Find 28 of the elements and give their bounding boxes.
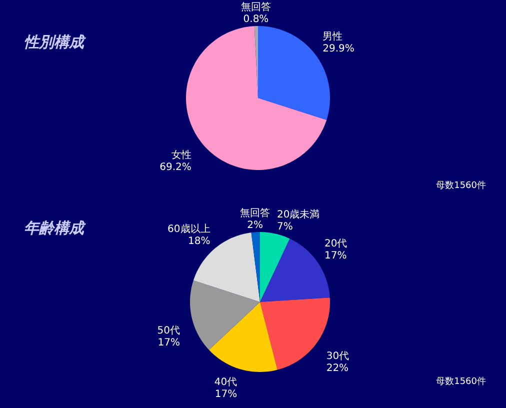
slice-label: 50代 bbox=[157, 325, 180, 336]
data-label: 7% bbox=[277, 222, 293, 233]
slice-label: 20代 bbox=[324, 238, 348, 250]
data-label: 18% bbox=[188, 236, 210, 248]
text: 母数1560件 bbox=[436, 180, 486, 191]
slice-label: 40代 bbox=[214, 377, 238, 388]
slice-label: 無回答 bbox=[240, 1, 271, 14]
data-label: 17% bbox=[324, 250, 347, 262]
slice-label: 男性 bbox=[322, 30, 343, 43]
slice-label: 30代 bbox=[326, 351, 350, 362]
slice-label: 女性 bbox=[171, 148, 192, 161]
text: 年齢構成 bbox=[24, 219, 86, 237]
slice-label: 60歳以上 bbox=[168, 223, 210, 236]
text: 性別構成 bbox=[24, 33, 86, 51]
data-label: 69.2% bbox=[160, 162, 192, 173]
pie-slice bbox=[190, 280, 260, 350]
pie-slice bbox=[251, 232, 260, 302]
slice-label: 無回答 bbox=[240, 207, 270, 220]
data-label: 2% bbox=[247, 220, 264, 232]
data-label: 0.8% bbox=[243, 14, 269, 26]
data-label: 29.9% bbox=[322, 44, 354, 55]
pie-slice bbox=[260, 232, 290, 302]
data-label: 17% bbox=[158, 337, 180, 348]
data-label: 22% bbox=[326, 363, 349, 374]
pie-slice bbox=[208, 302, 278, 372]
slice-label: 20歳未満 bbox=[277, 208, 320, 221]
text: 母数1560件 bbox=[436, 376, 486, 387]
data-label: 17% bbox=[214, 389, 238, 400]
